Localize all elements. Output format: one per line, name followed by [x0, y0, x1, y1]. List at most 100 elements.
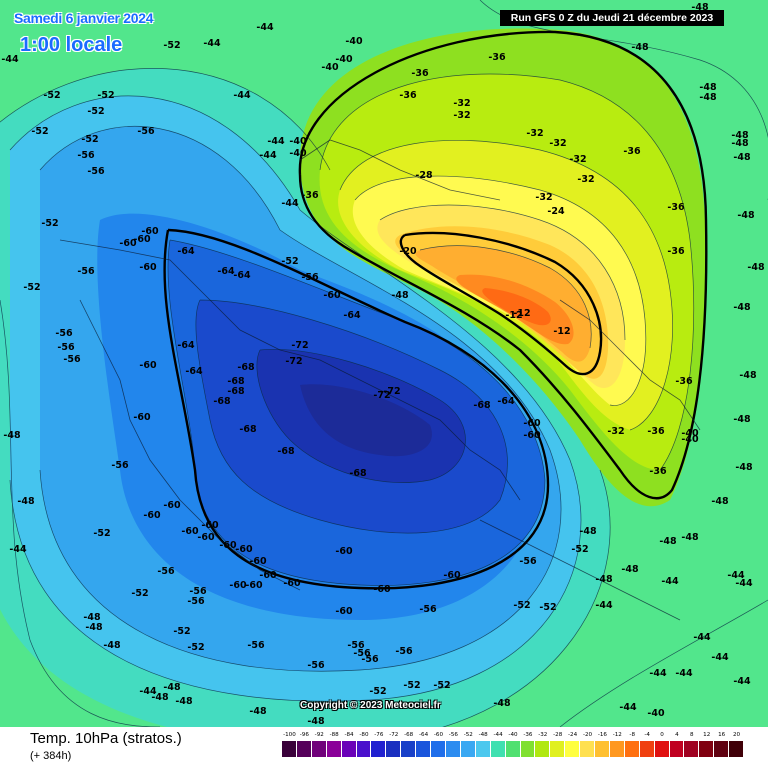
contour-label: -48: [699, 82, 717, 93]
contour-label: -56: [137, 126, 155, 137]
contour-label: -40: [321, 62, 339, 73]
color-scale-tick: -8: [629, 732, 635, 738]
color-swatch: [416, 741, 432, 757]
color-swatch: [580, 741, 596, 757]
contour-label: -56: [77, 266, 95, 277]
contour-label: -60: [259, 570, 277, 581]
contour-label: -44: [727, 570, 745, 581]
contour-label: -44: [203, 38, 221, 49]
contour-label: -48: [659, 536, 677, 547]
color-swatch: [595, 741, 610, 757]
contour-label: -48: [737, 210, 755, 221]
contour-label: -52: [97, 90, 114, 101]
color-scale-tick: 8: [690, 732, 694, 738]
contour-label: -56: [361, 654, 379, 665]
contour-label: -48: [731, 138, 749, 149]
contour-label: -48: [733, 302, 751, 313]
contour-label: -52: [43, 90, 60, 101]
contour-label: -44: [619, 702, 637, 713]
contour-label: -56: [77, 150, 95, 161]
contour-label: -44: [733, 676, 751, 687]
contour-label: -40: [345, 36, 363, 47]
contour-label: -60: [143, 510, 161, 521]
contour-label: -72: [285, 356, 302, 367]
contour-label: -40: [681, 434, 699, 445]
contour-label: -64: [185, 366, 203, 377]
contour-label: -40: [681, 428, 699, 439]
contour-label: -44: [1, 54, 19, 65]
color-swatch: [669, 741, 685, 757]
contour-label: -56: [55, 328, 73, 339]
contour-label: -48: [691, 2, 709, 13]
contour-label: -56: [111, 460, 129, 471]
color-swatch: [729, 741, 745, 757]
contour-label: -44: [267, 136, 285, 147]
contour-label: -60: [201, 520, 219, 531]
color-swatch: [550, 741, 566, 757]
contour-label: -44: [256, 22, 274, 33]
color-scale-tick: -40: [508, 732, 518, 738]
contour-label: -56: [63, 354, 81, 365]
contour-label: -44: [9, 544, 27, 555]
contour-label: -32: [549, 138, 566, 149]
color-scale: -100 -96 -92 -88 -84 -80 -76 -72 -68 -64 -60 -56 -52…: [282, 732, 745, 762]
contour-label: -48: [85, 622, 103, 633]
contour-label: -40: [289, 148, 307, 159]
contour-label: -56: [57, 342, 75, 353]
contour-label: -60: [163, 500, 181, 511]
color-swatch: [505, 741, 521, 757]
contour-label: -60: [181, 526, 199, 537]
contour-label: -48: [391, 290, 409, 301]
contour-label: -60: [373, 584, 391, 595]
contour-label: -12: [513, 308, 530, 319]
color-scale-tick: -4: [644, 732, 650, 738]
contour-label: -32: [607, 426, 624, 437]
color-scale-tick: -92: [314, 732, 324, 738]
contour-label: -60: [139, 360, 157, 371]
color-scale-tick: -20: [582, 732, 593, 738]
contour-label: -36: [667, 202, 685, 213]
contour-label: -56: [87, 166, 105, 177]
contour-label: -48: [681, 532, 699, 543]
color-scale-tick: -88: [329, 732, 339, 738]
color-swatch: [356, 741, 372, 757]
model-run-banner: Run GFS 0 Z du Jeudi 21 décembre 2023: [500, 10, 724, 26]
contour-label: -68: [227, 386, 245, 397]
contour-label: -52: [31, 126, 48, 137]
color-scale-tick: 0: [660, 732, 664, 738]
color-scale-tick: -12: [612, 732, 622, 738]
color-scale-swatches: [282, 741, 745, 757]
coastlines: [59, 139, 701, 621]
contour-label: -48: [83, 612, 101, 623]
contour-label: -40: [647, 708, 665, 719]
contour-label: -60: [283, 578, 301, 589]
contour-label: -56: [301, 272, 319, 283]
contour-label: -48: [249, 706, 267, 717]
color-swatch: [684, 741, 700, 757]
contour-label: -44: [281, 198, 299, 209]
color-swatch: [445, 741, 461, 757]
color-swatch: [282, 741, 297, 757]
forecast-time-title: 1:00 locale: [20, 34, 123, 56]
contour-label: -28: [415, 170, 433, 181]
legend-footer: Temp. 10hPa (stratos.) (+ 384h) -100 -96-…: [0, 727, 768, 768]
color-swatch: [565, 741, 581, 757]
contour-label: -60: [133, 234, 151, 245]
contour-label: -44: [139, 686, 157, 697]
contour-label: -52: [23, 282, 40, 293]
contour-label: -52: [433, 680, 450, 691]
color-scale-tick: -72: [389, 732, 399, 738]
forecast-date-title: Samedi 6 janvier 2024: [14, 10, 154, 26]
contour-label: -48: [699, 92, 717, 103]
color-scale-tick: -96: [299, 732, 309, 738]
contour-label: -44: [735, 578, 753, 589]
color-scale-tick: -48: [478, 732, 488, 738]
contour-label: -56: [157, 566, 175, 577]
contour-label: -24: [547, 206, 565, 217]
contour-label: -56: [307, 660, 325, 671]
color-scale-tick: -16: [597, 732, 607, 738]
contour-label: -20: [399, 246, 417, 257]
color-swatch: [699, 741, 715, 757]
contour-label: -32: [526, 128, 543, 139]
contour-label: -60: [119, 238, 137, 249]
